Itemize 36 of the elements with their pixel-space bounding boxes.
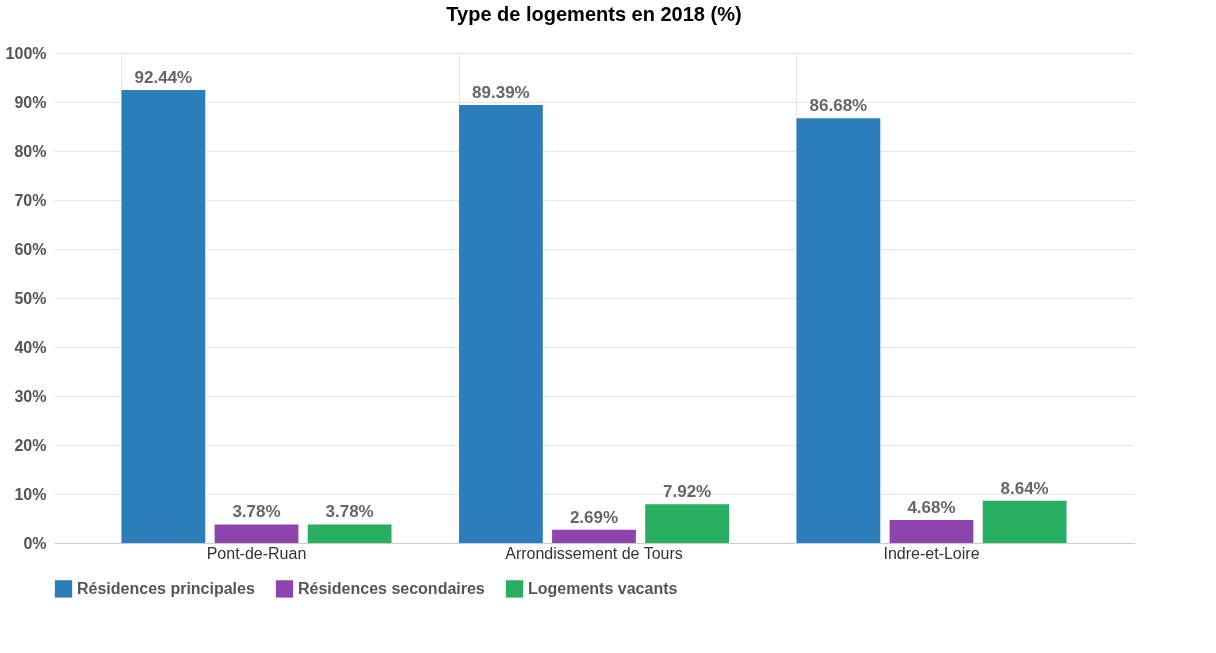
x-tick-label: Pont-de-Ruan (206, 544, 307, 562)
data-label: 86.68% (809, 96, 868, 116)
bar (307, 524, 392, 543)
y-tick-label: 100% (5, 44, 47, 62)
x-tick-label: Indre-et-Loire (883, 544, 980, 562)
y-tick-label: 30% (14, 387, 47, 405)
data-label: 7.92% (663, 482, 712, 502)
y-tick-label: 80% (14, 142, 47, 160)
y-tick-label: 20% (14, 436, 47, 454)
data-label: 89.39% (472, 82, 530, 102)
data-label: 3.78% (232, 502, 281, 522)
bar (214, 524, 299, 543)
y-tick-label: 50% (14, 289, 47, 307)
data-label: 8.64% (1000, 478, 1049, 498)
bar (889, 520, 974, 543)
y-tick-label: 40% (14, 338, 47, 356)
data-label: 3.78% (325, 502, 374, 522)
bar (121, 90, 206, 543)
bar (796, 118, 881, 543)
y-tick-label: 90% (14, 93, 47, 111)
legend-label: Résidences secondaires (298, 579, 485, 597)
y-tick-label: 10% (14, 485, 47, 503)
y-tick-label: 0% (23, 534, 47, 552)
data-label: 2.69% (569, 507, 619, 527)
bar (552, 529, 636, 543)
bar (645, 504, 729, 543)
y-tick-label: 70% (14, 191, 47, 209)
x-tick-label: Arrondissement de Tours (505, 544, 683, 562)
bar (982, 500, 1067, 543)
chart-title: Type de logements en 2018 (%) (446, 3, 742, 25)
legend-label: Résidences principales (77, 579, 255, 597)
bar (459, 104, 543, 543)
y-tick-label: 60% (14, 240, 47, 258)
data-label: 4.68% (907, 498, 956, 518)
data-label: 92.44% (134, 68, 193, 88)
legend-label: Logements vacants (528, 579, 678, 597)
